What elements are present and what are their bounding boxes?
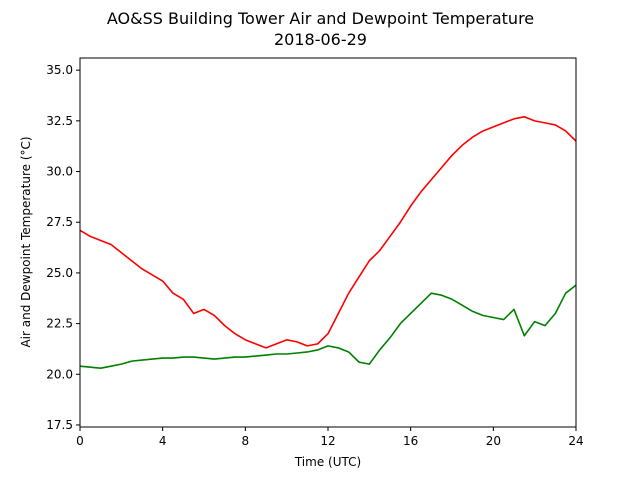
y-tick-label: 22.5 <box>46 317 73 331</box>
chart-title: AO&SS Building Tower Air and Dewpoint Te… <box>107 9 534 28</box>
x-axis: 0 4 8 12 16 20 24 <box>76 427 584 448</box>
series-layer <box>79 116 577 370</box>
x-axis-label: Time (UTC) <box>294 455 361 469</box>
y-tick-label: 25.0 <box>46 266 73 280</box>
y-tick-label: 30.0 <box>46 165 73 179</box>
x-tick-label: 8 <box>242 434 250 448</box>
y-tick-label: 35.0 <box>46 63 73 77</box>
x-tick-label: 16 <box>403 434 418 448</box>
y-axis: 17.5 20.0 22.5 25.0 27.5 30.0 32.5 35.0 <box>46 63 80 432</box>
y-tick-label: 32.5 <box>46 114 73 128</box>
chart-subtitle: 2018-06-29 <box>274 30 367 49</box>
y-tick-label: 27.5 <box>46 215 73 229</box>
x-tick-label: 20 <box>486 434 501 448</box>
x-tick-label: 4 <box>159 434 167 448</box>
y-tick-label: 17.5 <box>46 418 73 432</box>
series-line-1 <box>79 284 577 370</box>
series-line-0 <box>79 116 577 349</box>
x-tick-label: 0 <box>76 434 84 448</box>
x-tick-label: 12 <box>320 434 335 448</box>
y-tick-label: 20.0 <box>46 367 73 381</box>
x-tick-label: 24 <box>568 434 583 448</box>
plot-frame <box>79 57 577 428</box>
y-axis-label: Air and Dewpoint Temperature (°C) <box>19 136 33 347</box>
